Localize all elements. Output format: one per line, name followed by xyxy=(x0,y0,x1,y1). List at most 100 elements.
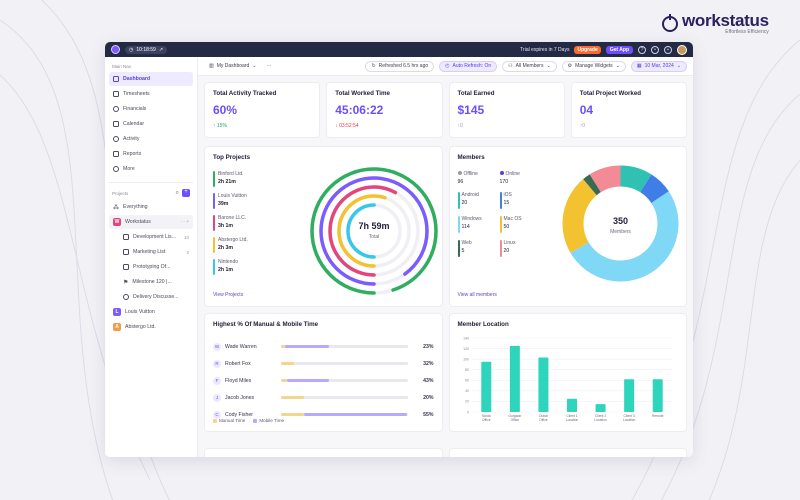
donut-slice[interactable] xyxy=(589,165,620,193)
search-icon[interactable]: ⌕ xyxy=(175,189,179,196)
view-all-members-link[interactable]: View all members xyxy=(457,292,497,298)
member-stat: Windows 114 xyxy=(457,216,500,233)
donut-slice[interactable] xyxy=(582,174,601,196)
members-icon: ⚇ xyxy=(508,63,513,69)
top-projects-ring-chart: 7h 59m Total xyxy=(310,167,438,295)
kpi-value: 04 xyxy=(579,103,594,117)
ring-arc[interactable] xyxy=(319,176,429,286)
percent-value: 55% xyxy=(423,411,434,418)
bar[interactable] xyxy=(566,398,577,412)
chevron-down-icon: ⌄ xyxy=(546,63,551,69)
kpi-delta: ↑0 xyxy=(580,123,678,129)
project-item[interactable]: Nintendo 2h 1m xyxy=(213,259,248,275)
member-stat: Linux 20 xyxy=(499,240,542,257)
sidebar-item-activity[interactable]: Activity xyxy=(109,132,193,146)
bar[interactable] xyxy=(480,361,491,412)
member-stats: Offline 96 Online 170 Android 20 iOS 15 W… xyxy=(457,171,542,257)
member-time-row[interactable]: C Cody Fisher 55% xyxy=(213,406,434,423)
timer-widget[interactable]: ◷ 10:18:59 ↗ xyxy=(125,45,168,54)
member-color-bar xyxy=(499,192,502,209)
ring-arc[interactable] xyxy=(310,167,438,295)
sidebar-item-more[interactable]: More xyxy=(109,162,193,176)
time-bar-track xyxy=(281,379,408,382)
add-icon[interactable]: + xyxy=(664,45,672,54)
item-count: 10 xyxy=(183,234,189,240)
view-projects-link[interactable]: View Projects xyxy=(213,292,244,298)
donut-slice[interactable] xyxy=(639,174,669,203)
refresh-button[interactable]: ↻ Refreshed 6.5 hrs ago xyxy=(365,60,435,72)
doc-icon xyxy=(123,264,129,270)
donut-slice[interactable] xyxy=(570,191,678,282)
sidebar-item-dashboard[interactable]: Dashboard xyxy=(109,72,193,86)
sidebar-item-workstatus[interactable]: W Workstatus ⋯ + xyxy=(109,215,193,229)
members-filter[interactable]: ⚇ All Members ⌄ xyxy=(502,60,557,72)
project-item[interactable]: Binford Ltd. 2h 21m xyxy=(213,171,248,187)
bar[interactable] xyxy=(623,379,634,412)
upgrade-button[interactable]: Upgrade xyxy=(574,45,601,54)
project-item[interactable]: Abstergo Ltd. 2h 3m xyxy=(213,237,248,253)
sidebar-item-abstergo[interactable]: A Abstergo Ltd. xyxy=(109,320,193,334)
auto-refresh-toggle[interactable]: ◴ Auto Refresh: On xyxy=(439,60,498,72)
project-list: Binford Ltd. 2h 21m Louis Vuitton 39m Ba… xyxy=(213,171,248,281)
kpi-card-worked-time[interactable]: Total Worked Time 45:06:22 ↓ 03:52:54 xyxy=(326,82,443,138)
bar[interactable] xyxy=(509,345,520,412)
donut-slice[interactable] xyxy=(620,165,651,193)
manual-time-bar xyxy=(281,396,304,399)
sidebar-subitem-milestone[interactable]: ⚑ Milestone 120 |... xyxy=(119,275,193,289)
arrow-up-icon: ↑ xyxy=(579,123,583,129)
x-tick-label: Location xyxy=(594,418,607,422)
bar[interactable] xyxy=(652,379,663,412)
sidebar-item-financials[interactable]: Financials xyxy=(109,102,193,116)
sidebar-subitem-prototyping[interactable]: Prototyping Of... xyxy=(119,260,193,274)
member-name: Jacob Jones xyxy=(225,394,255,401)
dashboard-selector[interactable]: ▥ My Dashboard ⌄ xyxy=(204,61,262,71)
member-time-row[interactable]: W Wade Warren 23% xyxy=(213,338,434,355)
notification-bell-icon[interactable]: • xyxy=(651,45,659,54)
ring-arc[interactable] xyxy=(337,194,411,268)
member-stat-value: 114 xyxy=(461,224,470,230)
sidebar: Main Nav Dashboard Timesheets Financials… xyxy=(105,57,198,457)
sidebar-item-everything[interactable]: ⁂ Everything xyxy=(109,200,193,214)
user-avatar[interactable] xyxy=(677,44,687,55)
project-item[interactable]: Barone LLC. 3h 1m xyxy=(213,215,248,231)
sidebar-item-timesheets[interactable]: Timesheets xyxy=(109,87,193,101)
legend-mobile: Mobile Time xyxy=(253,418,284,423)
avatar: F xyxy=(213,376,221,385)
bar[interactable] xyxy=(595,404,606,412)
sidebar-item-label: Everything xyxy=(123,204,148,210)
member-color-bar xyxy=(457,240,460,257)
help-icon[interactable]: ? xyxy=(638,45,646,54)
member-time-row[interactable]: J Jacob Jones 20% xyxy=(213,389,434,406)
calendar-icon: ▦ xyxy=(636,63,642,69)
refresh-status: Refreshed 6.5 hrs ago xyxy=(378,63,429,69)
ring-arc[interactable] xyxy=(328,185,420,277)
kpi-card-projects[interactable]: Total Project Worked 04 ↑0 xyxy=(570,82,687,138)
member-time-row[interactable]: R Robert Fox 32% xyxy=(213,355,434,372)
kpi-card-earned[interactable]: Total Earned $145 ↑0 xyxy=(448,82,565,138)
ring-arc[interactable] xyxy=(346,203,402,259)
app-logo-icon[interactable] xyxy=(111,45,120,54)
sidebar-subitem-delivery[interactable]: Delivery Discusse... xyxy=(119,290,193,304)
arrow-down-icon: ↓ xyxy=(335,123,340,129)
sidebar-item-reports[interactable]: Reports xyxy=(109,147,193,161)
more-options-icon[interactable]: ⋯ xyxy=(266,63,272,69)
project-color-bar xyxy=(213,171,215,187)
sidebar-item-calendar[interactable]: Calendar xyxy=(109,117,193,131)
project-item[interactable]: Louis Vuitton 39m xyxy=(213,193,248,209)
sidebar-subitem-development[interactable]: Development Lis... 10 xyxy=(119,230,193,244)
projects-label: Projects xyxy=(112,190,129,196)
brand-name: workstatus xyxy=(682,11,769,30)
expand-icon[interactable]: ↗ xyxy=(158,46,164,53)
bar[interactable] xyxy=(537,357,548,412)
more-options-icon[interactable]: ⋯ + xyxy=(180,219,189,224)
kpi-card-activity[interactable]: Total Activity Tracked 60% ↑ 15% xyxy=(204,82,321,138)
manage-widgets-button[interactable]: ⚙ Manage Widgets ⌄ xyxy=(561,60,626,72)
sidebar-item-louis-vuitton[interactable]: L Louis Vuitton xyxy=(109,305,193,319)
get-app-button[interactable]: Get App xyxy=(605,45,633,54)
add-project-button[interactable]: + xyxy=(182,189,190,197)
donut-slice[interactable] xyxy=(562,179,597,253)
member-time-row[interactable]: F Floyd Miles 43% xyxy=(213,372,434,389)
date-picker[interactable]: ▦ 10 Mar, 2024 ⌄ xyxy=(630,60,687,72)
time-bar-track xyxy=(281,396,408,399)
sidebar-subitem-marketing[interactable]: Marketing List 2 xyxy=(119,245,193,259)
